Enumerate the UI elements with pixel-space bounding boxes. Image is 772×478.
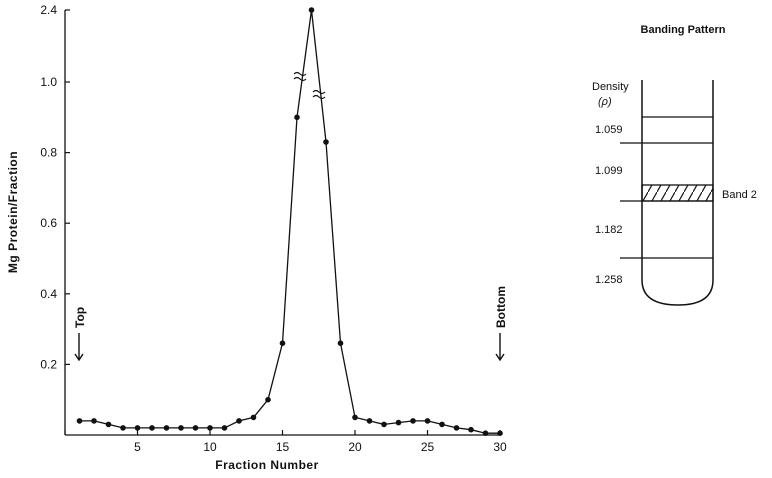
banding-pattern-title: Banding Pattern xyxy=(641,24,726,36)
banding-pattern-diagram: Banding Pattern Density (ρ) 1.059 1.099 … xyxy=(592,24,757,306)
y-tick-group: 2.4 1.0 0.8 0.6 0.4 0.2 xyxy=(40,3,70,371)
density-value-1: 1.059 xyxy=(595,124,623,136)
data-point xyxy=(424,418,431,424)
data-point xyxy=(120,425,126,431)
x-tick-label: 10 xyxy=(203,440,217,454)
y-axis-title: Mg Protein/Fraction xyxy=(6,151,20,273)
data-point xyxy=(337,340,344,347)
tube-outline xyxy=(641,80,714,306)
data-point xyxy=(250,414,257,421)
data-point xyxy=(308,7,315,13)
x-tick-label: 20 xyxy=(348,440,362,454)
data-point xyxy=(105,421,112,428)
data-point xyxy=(497,430,503,437)
data-point xyxy=(279,340,286,347)
data-point xyxy=(236,418,242,424)
data-point xyxy=(468,426,474,433)
data-point xyxy=(178,425,184,431)
y-tick-label: 2.4 xyxy=(40,3,57,17)
band-2-hatched-region xyxy=(641,184,714,202)
data-point xyxy=(410,418,416,424)
x-tick-label: 5 xyxy=(134,440,141,454)
main-plot: 5 10 15 20 25 30 2.4 1.0 0.8 0.6 0.4 0.2 Fraction … xyxy=(6,3,508,472)
data-point xyxy=(149,425,155,431)
density-value-2: 1.099 xyxy=(595,165,623,177)
data-point xyxy=(76,418,83,424)
y-tick-label: 0.4 xyxy=(40,287,57,301)
density-value-3: 1.182 xyxy=(595,224,623,236)
density-value-4: 1.258 xyxy=(595,274,623,286)
bottom-annotation: Bottom xyxy=(494,286,508,362)
band-2-label: Band 2 xyxy=(722,189,757,201)
x-tick-group: 5 10 15 20 25 30 xyxy=(64,430,507,454)
top-annotation: Top xyxy=(73,307,87,362)
data-point xyxy=(163,425,170,431)
axis-break-mark-right xyxy=(312,89,326,100)
data-point xyxy=(482,430,489,437)
y-tick-label: 0.2 xyxy=(40,357,57,371)
data-point xyxy=(395,419,402,426)
bottom-label: Bottom xyxy=(494,286,508,328)
series-points xyxy=(76,7,503,437)
data-point xyxy=(352,414,358,421)
series-line xyxy=(79,9,500,434)
x-tick-label: 15 xyxy=(276,440,290,454)
data-point xyxy=(221,425,228,431)
data-point xyxy=(192,425,199,431)
y-tick-label: 0.8 xyxy=(40,146,57,160)
axis-break-mark-left xyxy=(293,71,307,82)
data-point xyxy=(91,418,97,424)
data-point xyxy=(439,421,445,428)
density-symbol: (ρ) xyxy=(598,96,612,108)
data-point xyxy=(294,114,300,121)
density-label: Density xyxy=(592,81,629,93)
data-point xyxy=(366,418,373,424)
data-point xyxy=(323,139,329,145)
data-point xyxy=(381,421,387,428)
data-point xyxy=(207,425,213,431)
x-tick-label: 25 xyxy=(421,440,435,454)
x-axis-title: Fraction Number xyxy=(215,458,319,472)
data-point xyxy=(265,396,271,403)
top-label: Top xyxy=(73,307,87,328)
data-point xyxy=(134,425,141,431)
y-tick-label: 1.0 xyxy=(40,75,57,89)
x-tick-label: 30 xyxy=(493,440,507,454)
y-tick-label: 0.6 xyxy=(40,216,57,230)
data-point xyxy=(453,425,460,431)
